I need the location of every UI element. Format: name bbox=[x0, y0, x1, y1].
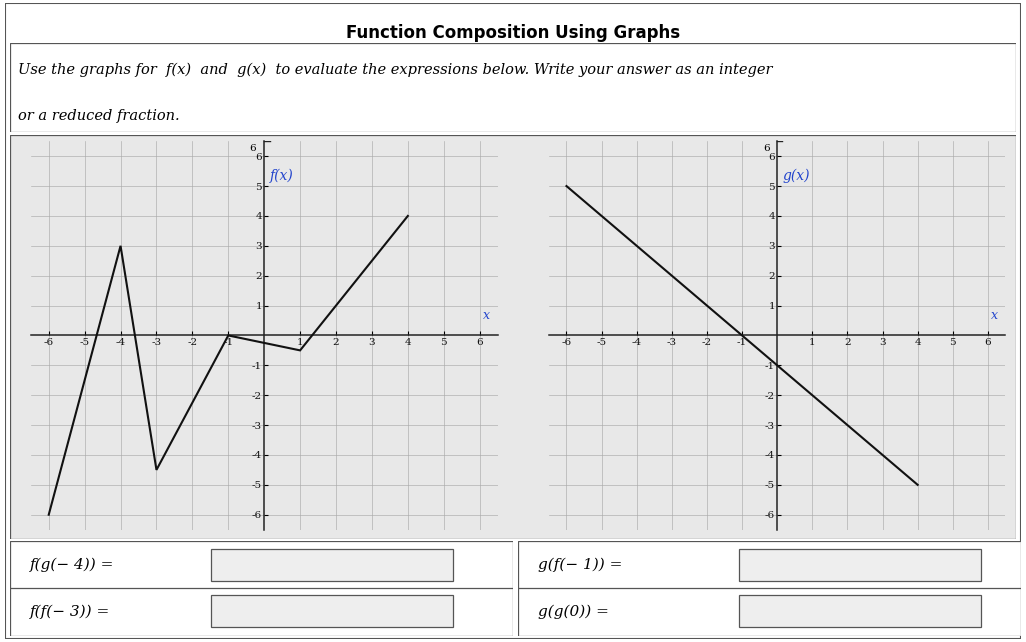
Text: 6: 6 bbox=[763, 144, 770, 153]
Bar bbox=[740, 549, 981, 582]
Text: g(g(0)) =: g(g(0)) = bbox=[539, 605, 609, 619]
Text: 6: 6 bbox=[249, 144, 256, 153]
Text: g(f(− 1)) =: g(f(− 1)) = bbox=[539, 557, 623, 571]
Text: Use the graphs for  f(x)  and  g(x)  to evaluate the expressions below. Write yo: Use the graphs for f(x) and g(x) to eval… bbox=[18, 62, 773, 77]
Bar bbox=[211, 594, 452, 627]
Bar bbox=[740, 594, 981, 627]
Text: g(x): g(x) bbox=[783, 168, 810, 182]
Text: Function Composition Using Graphs: Function Composition Using Graphs bbox=[346, 24, 680, 42]
Text: x: x bbox=[991, 309, 998, 322]
Text: f(x): f(x) bbox=[270, 168, 293, 182]
Bar bbox=[211, 549, 452, 582]
Text: or a reduced fraction.: or a reduced fraction. bbox=[18, 108, 180, 123]
Text: x: x bbox=[483, 309, 490, 322]
Text: f(g(− 4)) =: f(g(− 4)) = bbox=[31, 557, 115, 571]
Text: f(f(− 3)) =: f(f(− 3)) = bbox=[31, 605, 111, 619]
